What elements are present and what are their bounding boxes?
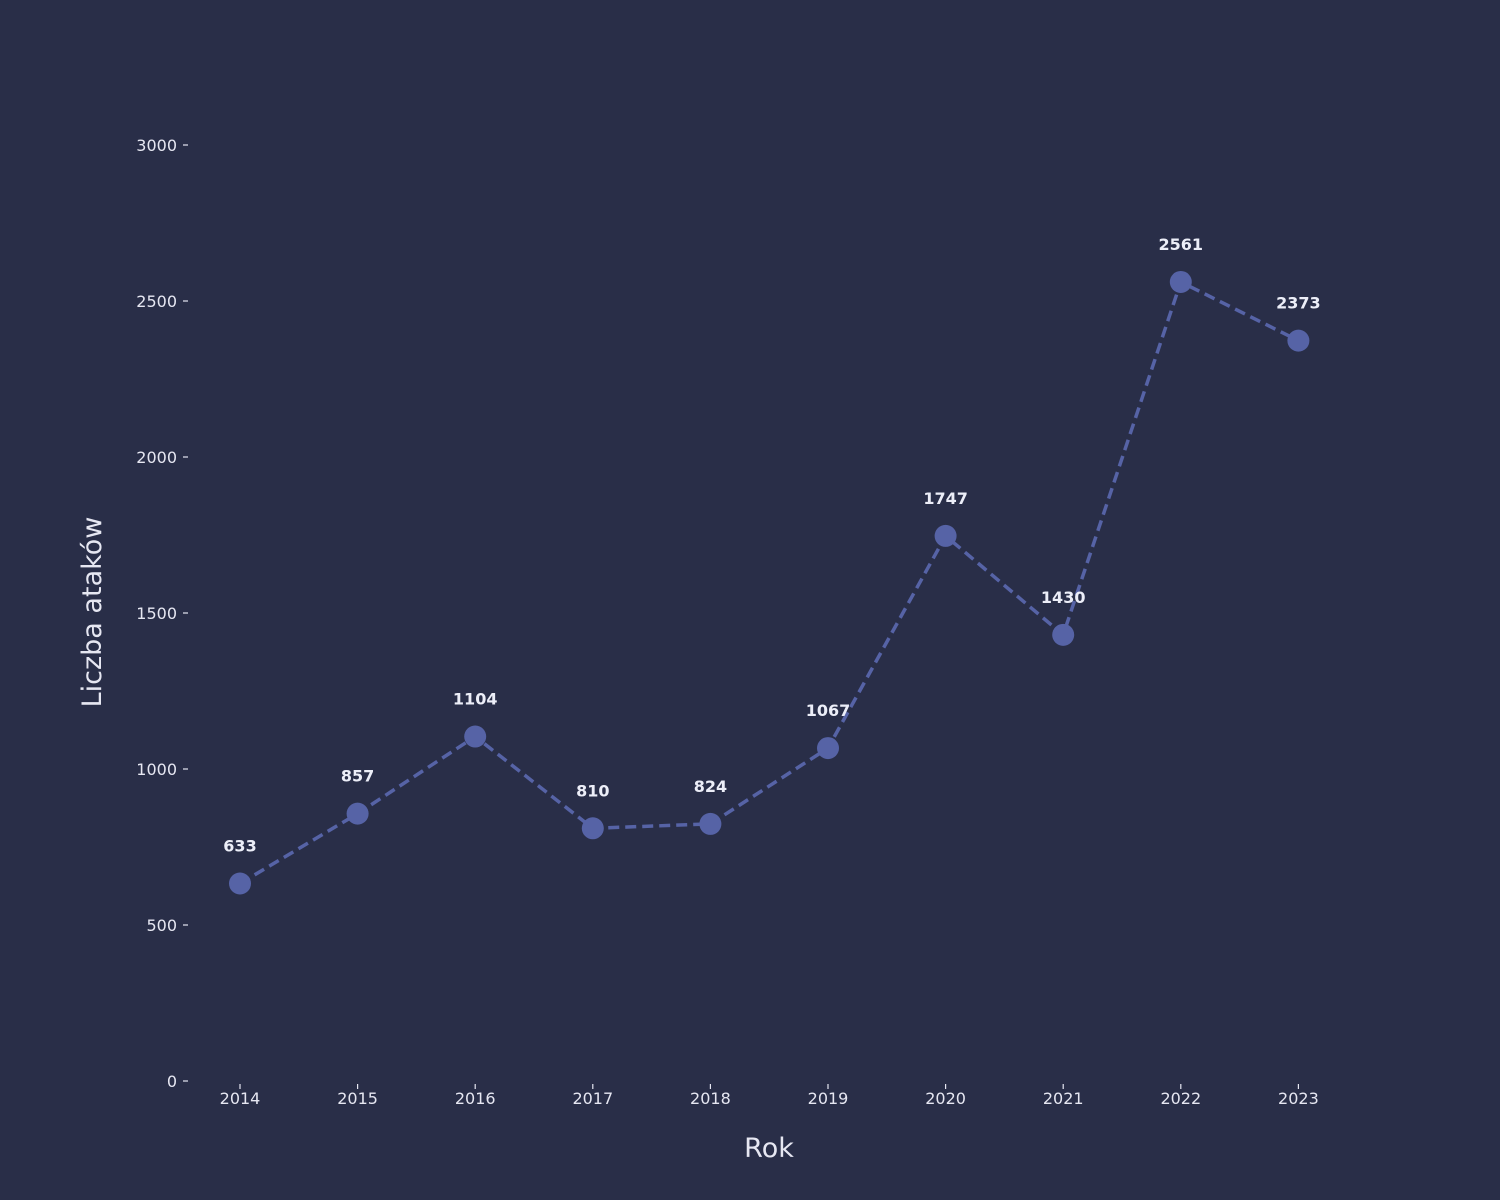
x-tick-label: 2018 [690, 1089, 731, 1108]
data-label: 1747 [923, 489, 968, 508]
y-tick-label: 0 [167, 1072, 177, 1091]
y-tick-label: 1500 [136, 604, 177, 623]
data-point [934, 524, 957, 547]
y-tick-label: 1000 [136, 760, 177, 779]
y-tick-label: 2500 [136, 292, 177, 311]
x-axis-title: Rok [744, 1133, 794, 1164]
x-tick-label: 2014 [220, 1089, 261, 1108]
series-layer [229, 270, 1310, 895]
data-point [346, 802, 369, 825]
x-tick-label: 2016 [455, 1089, 496, 1108]
x-axis: 2014 2015 2016 2017 2018 2019 2020 2021 2022 2023 [220, 1084, 1319, 1108]
data-label: 824 [694, 777, 727, 796]
data-label: 633 [223, 837, 256, 856]
data-point [1287, 329, 1310, 352]
series-line [239, 280, 1300, 886]
x-tick-label: 2022 [1160, 1089, 1201, 1108]
x-tick-label: 2023 [1278, 1089, 1319, 1108]
x-tick-label: 2019 [808, 1089, 849, 1108]
x-tick-label: 2020 [925, 1089, 966, 1108]
data-label: 1067 [806, 701, 851, 720]
x-tick-label: 2021 [1043, 1089, 1084, 1108]
data-point [229, 872, 251, 895]
y-tick-label: 500 [146, 916, 177, 935]
data-labels: 633 857 1104 810 824 1067 1747 1430 2561 2373 [223, 235, 1320, 856]
data-point [581, 817, 604, 840]
x-tick-label: 2017 [572, 1089, 613, 1108]
data-label: 2373 [1276, 294, 1321, 313]
data-label: 2561 [1159, 235, 1204, 254]
data-label: 857 [341, 767, 374, 786]
y-axis-title: Liczba ataków [77, 517, 108, 708]
data-point [699, 812, 722, 835]
data-point [817, 737, 839, 760]
x-tick-label: 2015 [337, 1089, 378, 1108]
y-tick-label: 2000 [136, 448, 177, 467]
y-axis: 0 500 1000 1500 2000 2500 3000 [136, 136, 188, 1091]
data-label: 1104 [453, 690, 498, 709]
data-point [464, 725, 487, 748]
y-tick-label: 3000 [136, 136, 177, 155]
data-label: 1430 [1041, 588, 1086, 607]
data-point [1169, 270, 1192, 293]
data-label: 810 [576, 781, 609, 800]
data-point [1052, 623, 1075, 646]
